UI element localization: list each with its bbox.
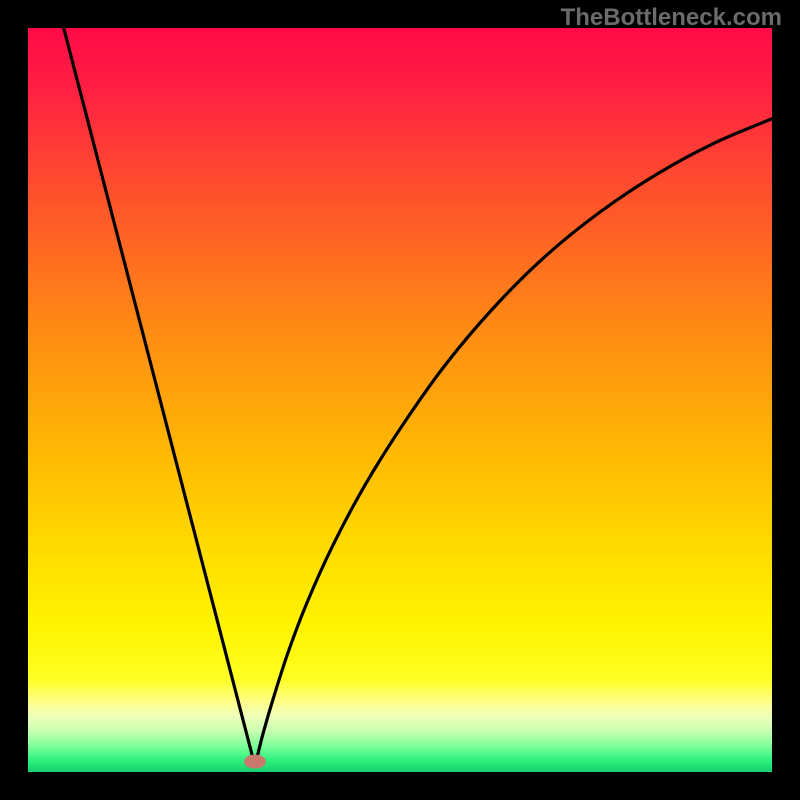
curve-right-branch	[256, 112, 789, 760]
curve-left-branch	[54, 0, 253, 760]
watermark-text: TheBottleneck.com	[561, 4, 782, 32]
min-marker	[244, 755, 266, 769]
curve-layer	[0, 0, 800, 800]
chart-container: TheBottleneck.com	[0, 0, 800, 800]
